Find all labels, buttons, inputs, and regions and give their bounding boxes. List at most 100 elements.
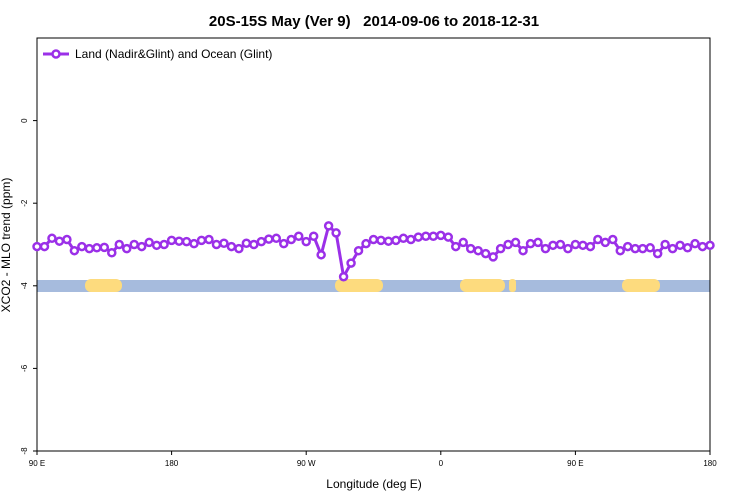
y-tick-label: -4 [20, 282, 29, 290]
point [189, 238, 199, 249]
point [323, 221, 334, 231]
point [480, 248, 491, 259]
point [316, 250, 326, 260]
point [121, 243, 132, 254]
point [241, 238, 252, 249]
legend-label: Land (Nadir&Glint) and Ocean (Glint) [75, 47, 272, 61]
point [331, 228, 341, 238]
point [705, 240, 715, 251]
point [376, 235, 386, 246]
point [264, 234, 274, 244]
point [204, 234, 214, 245]
point [62, 234, 72, 245]
point [682, 243, 693, 253]
point [256, 236, 267, 247]
point [32, 241, 42, 252]
point [630, 243, 640, 254]
point [361, 238, 371, 249]
point [600, 237, 611, 248]
point [690, 238, 700, 249]
point [570, 239, 581, 250]
point [608, 234, 618, 245]
point [637, 243, 648, 254]
point [211, 239, 222, 250]
point [166, 235, 177, 246]
x-tick-label: 180 [703, 459, 717, 468]
point [675, 240, 685, 251]
point [578, 240, 588, 251]
point [503, 239, 513, 250]
point [697, 241, 708, 252]
land-patch [85, 279, 122, 292]
point [458, 237, 468, 248]
point [181, 236, 192, 247]
point [391, 235, 401, 246]
point [249, 239, 259, 250]
point [495, 243, 506, 254]
point [563, 243, 573, 254]
point [667, 243, 678, 254]
point [286, 234, 296, 245]
y-tick-label: -6 [20, 364, 29, 372]
point [622, 241, 633, 252]
point [99, 242, 110, 253]
point [525, 238, 536, 249]
point [338, 271, 349, 282]
point [196, 235, 207, 246]
point [174, 236, 184, 246]
point [585, 241, 596, 252]
x-tick-label: 180 [165, 459, 179, 468]
point [593, 234, 603, 245]
point [518, 245, 528, 256]
point [465, 243, 476, 254]
y-tick-label: -8 [20, 447, 29, 455]
x-axis-title: Longitude (deg E) [326, 477, 421, 491]
point [406, 234, 416, 245]
x-tick-label: 90 E [567, 459, 583, 468]
point [383, 236, 394, 246]
point [77, 241, 87, 252]
point [226, 241, 237, 252]
point [279, 238, 289, 249]
point [293, 231, 304, 241]
point [615, 245, 626, 256]
point [47, 233, 57, 244]
point [533, 237, 543, 248]
point [39, 241, 50, 252]
point [346, 258, 356, 268]
point [652, 248, 663, 259]
point [555, 239, 566, 250]
y-tick-label: 0 [20, 118, 29, 123]
land-patch [335, 279, 383, 292]
point [84, 243, 95, 254]
point [436, 230, 446, 241]
point [54, 236, 65, 246]
x-tick-label: 90 E [29, 459, 45, 468]
point [645, 243, 655, 253]
point [308, 231, 319, 241]
chart-title: 20S-15S May (Ver 9) 2014-09-06 to 2018-1… [209, 13, 539, 30]
point [428, 231, 439, 241]
y-tick-label: -2 [20, 199, 29, 207]
point [473, 245, 483, 256]
point [114, 239, 125, 250]
point [421, 231, 431, 241]
point [413, 232, 424, 242]
point [144, 237, 154, 248]
land-patch [509, 279, 516, 292]
point [451, 241, 461, 252]
point [368, 234, 379, 245]
x-tick-label: 90 W [297, 459, 316, 468]
point [443, 232, 454, 242]
point [69, 245, 80, 256]
y-axis-title: XCO2 - MLO trend (ppm) [0, 178, 13, 313]
land-patch [622, 279, 660, 292]
point [107, 248, 117, 258]
point [660, 239, 670, 250]
point [219, 238, 229, 249]
point [92, 243, 102, 253]
point [301, 236, 311, 247]
series-line [37, 223, 711, 282]
point [271, 233, 282, 244]
